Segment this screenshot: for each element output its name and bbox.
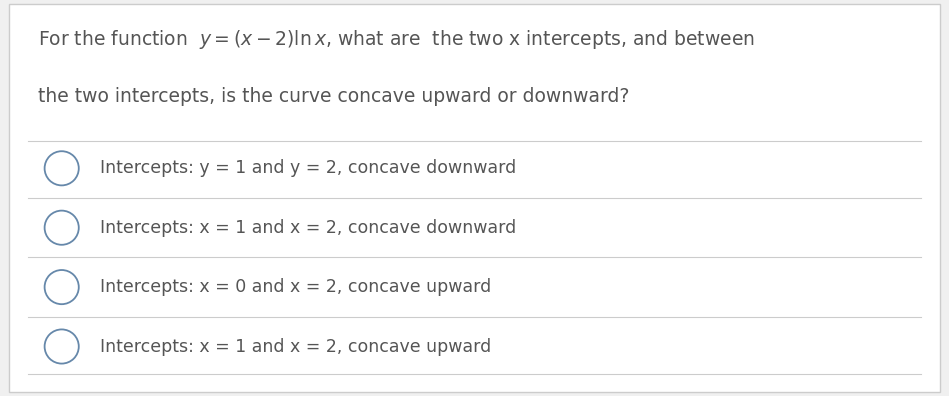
- FancyBboxPatch shape: [9, 4, 940, 392]
- Text: Intercepts: x = 1 and x = 2, concave upward: Intercepts: x = 1 and x = 2, concave upw…: [100, 337, 491, 356]
- Text: the two intercepts, is the curve concave upward or downward?: the two intercepts, is the curve concave…: [38, 87, 629, 106]
- Text: For the function  $y = (x - 2)\ln x$, what are  the two x intercepts, and betwee: For the function $y = (x - 2)\ln x$, wha…: [38, 28, 754, 51]
- Text: Intercepts: x = 1 and x = 2, concave downward: Intercepts: x = 1 and x = 2, concave dow…: [100, 219, 516, 237]
- Text: Intercepts: y = 1 and y = 2, concave downward: Intercepts: y = 1 and y = 2, concave dow…: [100, 159, 516, 177]
- Text: Intercepts: x = 0 and x = 2, concave upward: Intercepts: x = 0 and x = 2, concave upw…: [100, 278, 491, 296]
